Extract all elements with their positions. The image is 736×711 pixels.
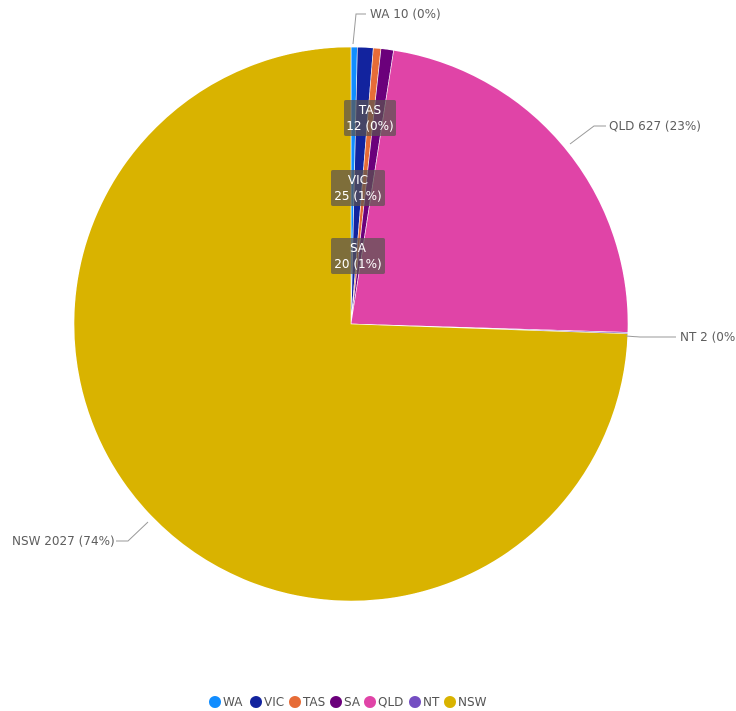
legend-label-nt: NT (423, 695, 440, 709)
legend-label-sa: SA (344, 695, 361, 709)
data-label-wa: WA 10 (0%) (370, 7, 441, 21)
legend-item-tas[interactable]: TAS (289, 695, 325, 709)
inside-label-sa-value: 20 (1%) (334, 257, 381, 271)
legend-label-nsw: NSW (458, 695, 487, 709)
legend-label-wa: WA (223, 695, 243, 709)
leader-line-qld (569, 125, 606, 145)
inside-labels: TAS 12 (0%) VIC 25 (1%) SA 20 (1%) (331, 100, 396, 274)
legend-item-nt[interactable]: NT (409, 695, 440, 709)
legend-item-sa[interactable]: SA (330, 695, 361, 709)
legend-marker-nt (409, 696, 421, 708)
legend-item-wa[interactable]: WA (209, 695, 243, 709)
data-label-nsw: NSW 2027 (74%) (12, 534, 115, 548)
inside-label-vic-value: 25 (1%) (334, 189, 381, 203)
legend-label-tas: TAS (302, 695, 325, 709)
pie-slice-qld[interactable] (350, 49, 629, 333)
legend-marker-wa (209, 696, 221, 708)
data-label-qld: QLD 627 (23%) (609, 119, 701, 133)
legend-marker-qld (364, 696, 376, 708)
leader-line-nt (625, 335, 676, 338)
inside-label-vic-category: VIC (348, 173, 368, 187)
legend-item-qld[interactable]: QLD (364, 695, 403, 709)
inside-label-tas-value: 12 (0%) (346, 119, 393, 133)
legend-marker-tas (289, 696, 301, 708)
legend-marker-vic (250, 696, 262, 708)
legend-label-vic: VIC (264, 695, 284, 709)
legend: WA VIC TAS SA QLD NT (209, 695, 487, 709)
inside-label-vic-box (331, 170, 385, 206)
inside-label-sa-category: SA (350, 241, 367, 255)
inside-label-tas: TAS 12 (0%) (344, 100, 396, 136)
leader-line-nsw (116, 521, 149, 542)
inside-label-tas-box (344, 100, 396, 136)
legend-item-vic[interactable]: VIC (250, 695, 284, 709)
outside-labels: WA 10 (0%) QLD 627 (23%) NT 2 (0%) NSW 2… (12, 7, 736, 548)
legend-item-nsw[interactable]: NSW (444, 695, 487, 709)
inside-label-vic: VIC 25 (1%) (331, 170, 385, 206)
legend-marker-sa (330, 696, 342, 708)
inside-label-sa: SA 20 (1%) (331, 238, 385, 274)
legend-marker-nsw (444, 696, 456, 708)
inside-label-sa-box (331, 238, 385, 274)
leader-line-wa (352, 13, 366, 45)
legend-label-qld: QLD (378, 695, 403, 709)
data-label-nt: NT 2 (0%) (680, 330, 736, 344)
inside-label-tas-category: TAS (358, 103, 381, 117)
pie-slice-nsw[interactable] (73, 46, 629, 602)
